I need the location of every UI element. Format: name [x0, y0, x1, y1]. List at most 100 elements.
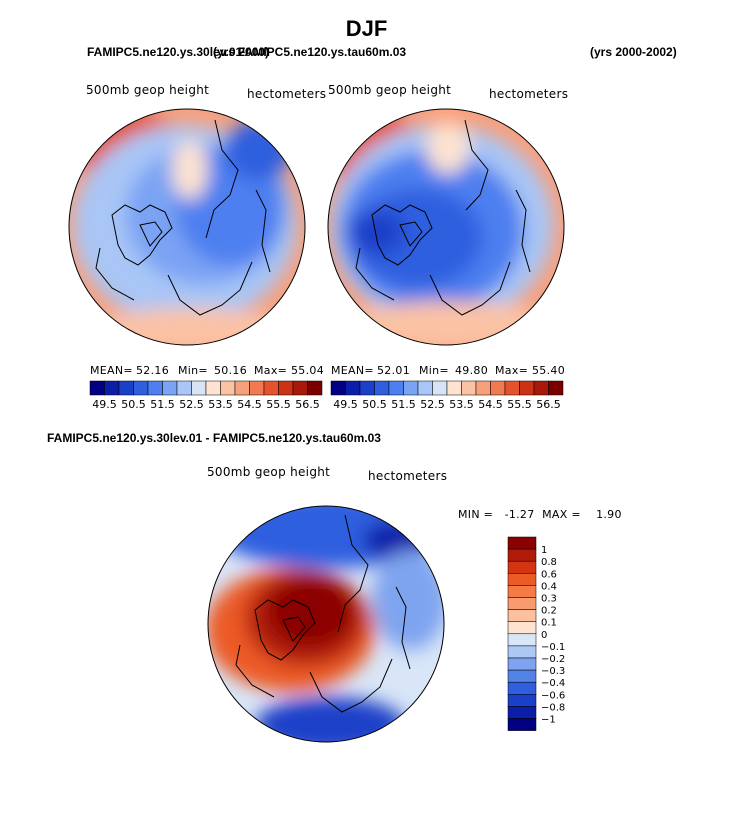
colorbar-tick-label: −0.1	[541, 642, 565, 653]
colorbar-cell	[249, 380, 265, 396]
map2-coastline-3	[464, 119, 489, 211]
colorbar-cell	[490, 380, 506, 396]
colorbar-cell	[507, 706, 537, 719]
panel2-units: hectometers	[489, 87, 569, 101]
map3-border	[207, 505, 445, 743]
colorbar-tick-label: 0.4	[541, 581, 557, 592]
panel1-min-label: Min=	[178, 364, 208, 377]
colorbar-cell	[507, 681, 537, 695]
map1-coastline-3	[205, 119, 239, 239]
colorbar-cell	[133, 380, 149, 396]
panel2-min-label: Min=	[419, 364, 449, 377]
map1-border	[68, 108, 306, 346]
panel1-min-value: 50.16	[214, 364, 247, 377]
colorbar-tick-label: 56.5	[536, 398, 561, 411]
map2-low-west	[348, 210, 404, 254]
diff-stats: MIN = -1.27 MAX = 1.90	[458, 508, 622, 521]
header-years-a: (yrs 2000)	[213, 45, 270, 59]
colorbar-tick-label: 52.5	[179, 398, 204, 411]
colorbar-tick-label: −0.4	[541, 678, 565, 689]
panel1-max-value: 55.04	[291, 364, 324, 377]
map2-coastline-5	[515, 189, 531, 273]
colorbar-tick-label: −0.8	[541, 702, 565, 713]
colorbar-cell	[359, 380, 375, 396]
colorbar-cell	[504, 380, 520, 396]
colorbar-panel1: 49.5 50.5 51.5 52.5 53.5 54.5 55.5 56.5	[89, 380, 323, 411]
colorbar-cell	[292, 380, 308, 396]
colorbar-tick-label: 54.5	[237, 398, 262, 411]
panel2-mean-value: 52.01	[377, 364, 410, 377]
colorbar-tick-label: 50.5	[362, 398, 387, 411]
panel2-max-value: 55.40	[532, 364, 565, 377]
colorbar-cell	[507, 669, 537, 683]
colorbar-tick-label: 0.3	[541, 594, 557, 605]
colorbar-cell	[278, 380, 294, 396]
map3	[207, 505, 445, 743]
colorbar-cell	[507, 633, 537, 647]
colorbar-tick-label: 53.5	[449, 398, 474, 411]
colorbar-tick-label: 54.5	[478, 398, 503, 411]
map2-pacific-tongue	[426, 122, 470, 174]
map3-south-low	[255, 697, 405, 742]
header-case-a: FAMIPC5.ne120.ys.30lev.01	[87, 45, 243, 59]
map1-coastline-4	[167, 261, 253, 316]
season-title: DJF	[345, 16, 388, 41]
colorbar-cell	[176, 380, 192, 396]
colorbar-cell	[191, 380, 207, 396]
map3-coastline-4	[309, 658, 393, 713]
colorbar-cell	[475, 380, 491, 396]
panel2-mean-label: MEAN=	[331, 364, 374, 377]
colorbar-cell	[345, 380, 361, 396]
map3-coastline-6	[235, 644, 275, 698]
colorbar-tick-label: 1	[541, 545, 547, 556]
colorbar-cell	[307, 380, 323, 396]
map2	[327, 108, 565, 346]
colorbar-tick-label: 49.5	[333, 398, 358, 411]
colorbar-cell	[220, 380, 236, 396]
colorbar-tick-label: 51.5	[391, 398, 416, 411]
map3-east-cool	[372, 550, 444, 650]
map2-border	[327, 108, 565, 346]
colorbar-cell	[507, 718, 537, 731]
colorbar-tick-label: −1	[541, 715, 556, 726]
colorbar-cell	[507, 645, 537, 659]
colorbar-cell	[147, 380, 163, 396]
colorbar-panel2: 49.5 50.5 51.5 52.5 53.5 54.5 55.5 56.5	[330, 380, 564, 411]
colorbar-cell	[118, 380, 134, 396]
colorbar-tick-label: 50.5	[121, 398, 146, 411]
colorbar-tick-label: −0.2	[541, 654, 565, 665]
colorbar-cell	[507, 560, 537, 574]
map1-coastline-1	[111, 204, 173, 266]
map2-coastline-1	[371, 204, 433, 266]
colorbar-tick-label: 0	[541, 630, 547, 641]
colorbar-diff: 10.80.60.4 0.30.20.10−0.1−0.2−0.3−0.4−0.6…	[507, 536, 565, 731]
colorbar-cell	[403, 380, 419, 396]
colorbar-cell	[104, 380, 120, 396]
map1-pacific-tongue	[172, 140, 208, 200]
colorbar-cell	[417, 380, 433, 396]
colorbar-cell	[263, 380, 279, 396]
colorbar-cell	[507, 657, 537, 671]
colorbar-cell	[205, 380, 221, 396]
colorbar-tick-label: 56.5	[295, 398, 320, 411]
map1	[68, 108, 306, 346]
map2-coastline-4	[429, 261, 511, 316]
colorbar-tick-label: 53.5	[208, 398, 233, 411]
colorbar-cell	[507, 609, 537, 622]
map3-coastline-2	[282, 616, 306, 642]
colorbar-tick-label: 49.5	[92, 398, 117, 411]
map3-coastline-3	[337, 514, 369, 633]
colorbar-cell	[548, 380, 564, 396]
colorbar-tick-label: −0.6	[541, 690, 565, 701]
header-case-b: FAMIPC5.ne120.ys.tau60m.03	[238, 45, 407, 59]
panel1-mean-label: MEAN=	[90, 364, 133, 377]
map2-coastline-6	[355, 247, 395, 301]
colorbar-cell	[533, 380, 549, 396]
colorbar-cell	[446, 380, 462, 396]
diff-units: hectometers	[368, 469, 448, 483]
panel1-units: hectometers	[247, 87, 327, 101]
panel2-max-label: Max=	[495, 364, 529, 377]
colorbar-tick-label: 0.6	[541, 569, 557, 580]
colorbar-cell	[507, 536, 537, 550]
colorbar-cell	[507, 573, 537, 586]
